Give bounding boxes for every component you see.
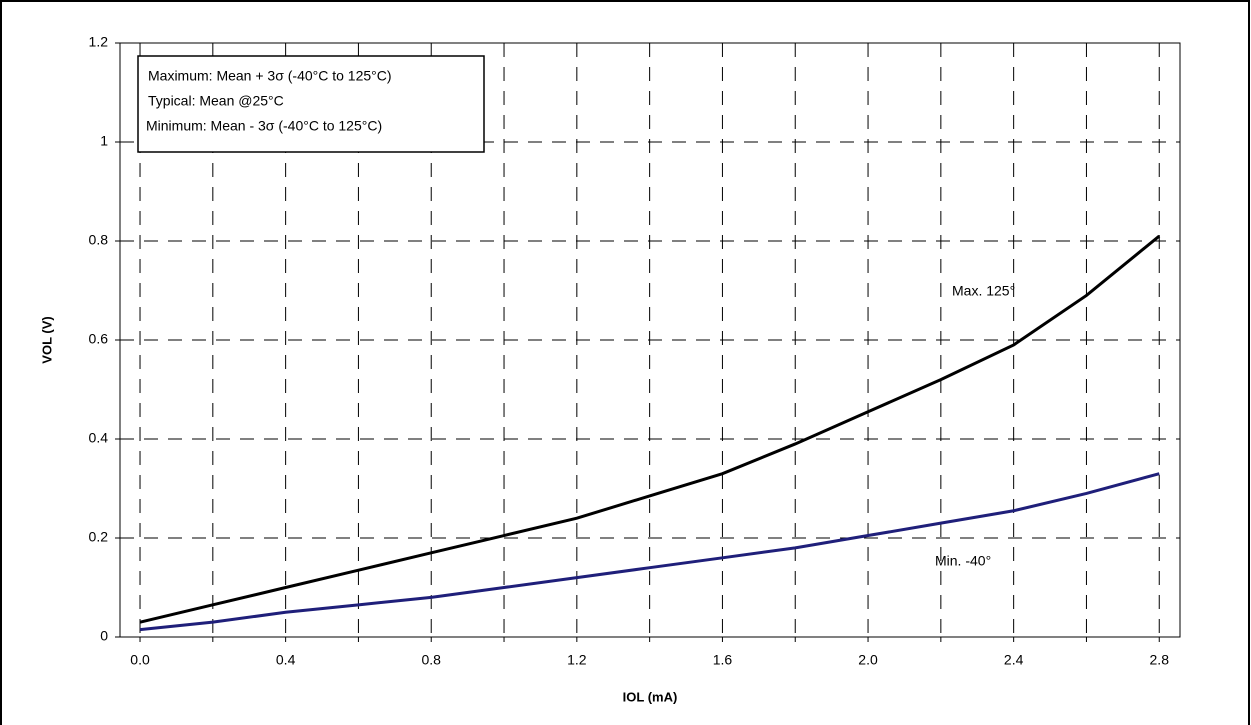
- series-line: [139, 472, 1160, 632]
- x-tick-label: 1.6: [713, 652, 733, 668]
- y-tick-label: 0.6: [89, 331, 109, 347]
- y-tick-label: 0.8: [89, 232, 109, 248]
- note-line: Typical: Mean @25°C: [148, 93, 284, 109]
- series-label: Max. 125°: [952, 283, 1015, 299]
- y-tick-label: 1: [100, 133, 108, 149]
- series-label: Min. -40°: [935, 553, 991, 569]
- x-tick-label: 0.8: [421, 652, 441, 668]
- y-tick-label: 0.4: [89, 430, 109, 446]
- series-line: [139, 234, 1161, 624]
- x-tick-label: 1.2: [567, 652, 587, 668]
- x-tick-label: 0.0: [130, 652, 150, 668]
- note-line: Maximum: Mean + 3σ (-40°C to 125°C): [148, 68, 392, 84]
- x-axis-label: IOL (mA): [623, 689, 678, 704]
- y-tick-label: 1.2: [89, 34, 109, 50]
- x-tick-label: 2.8: [1150, 652, 1170, 668]
- y-tick-label: 0.2: [89, 529, 109, 545]
- x-tick-label: 2.4: [1004, 652, 1024, 668]
- x-tick-label: 0.4: [276, 652, 296, 668]
- y-axis-label: VOL (V): [39, 316, 54, 363]
- x-tick-label: 2.0: [858, 652, 878, 668]
- note-line: Minimum: Mean - 3σ (-40°C to 125°C): [146, 118, 382, 134]
- note-box: [137, 55, 485, 153]
- y-tick-label: 0: [100, 628, 108, 644]
